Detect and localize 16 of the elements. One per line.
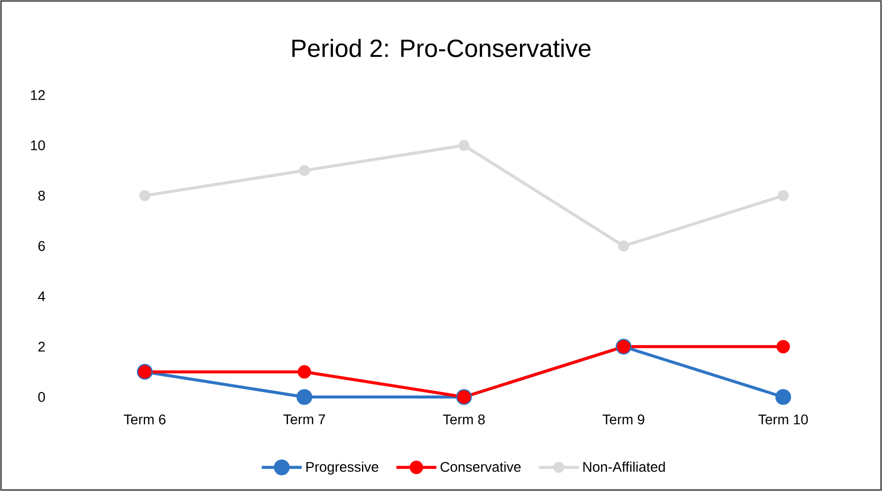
x-tick-label: Term 8	[443, 414, 485, 424]
y-tick-label: 8	[38, 190, 45, 201]
chart-title: Period 2: Pro-Conservative	[292, 38, 591, 58]
y-tick-label: 6	[38, 241, 45, 251]
x-tick-label: Term 6	[124, 414, 166, 424]
x-tick-label: Term 10	[758, 414, 808, 424]
legend-label: Conservative	[440, 462, 521, 472]
y-tick-label: 2	[38, 342, 45, 352]
x-tick-label: Term 7	[283, 414, 326, 424]
y-tick-label: 10	[31, 140, 45, 150]
y-tick-label: 0	[38, 392, 45, 402]
legend-label: Progressive	[306, 462, 378, 475]
y-tick-label: 4	[38, 292, 46, 302]
legend-label: Non-Affiliated	[583, 462, 665, 472]
y-tick-label: 12	[31, 90, 45, 100]
x-tick-label: Term 9	[602, 414, 644, 424]
